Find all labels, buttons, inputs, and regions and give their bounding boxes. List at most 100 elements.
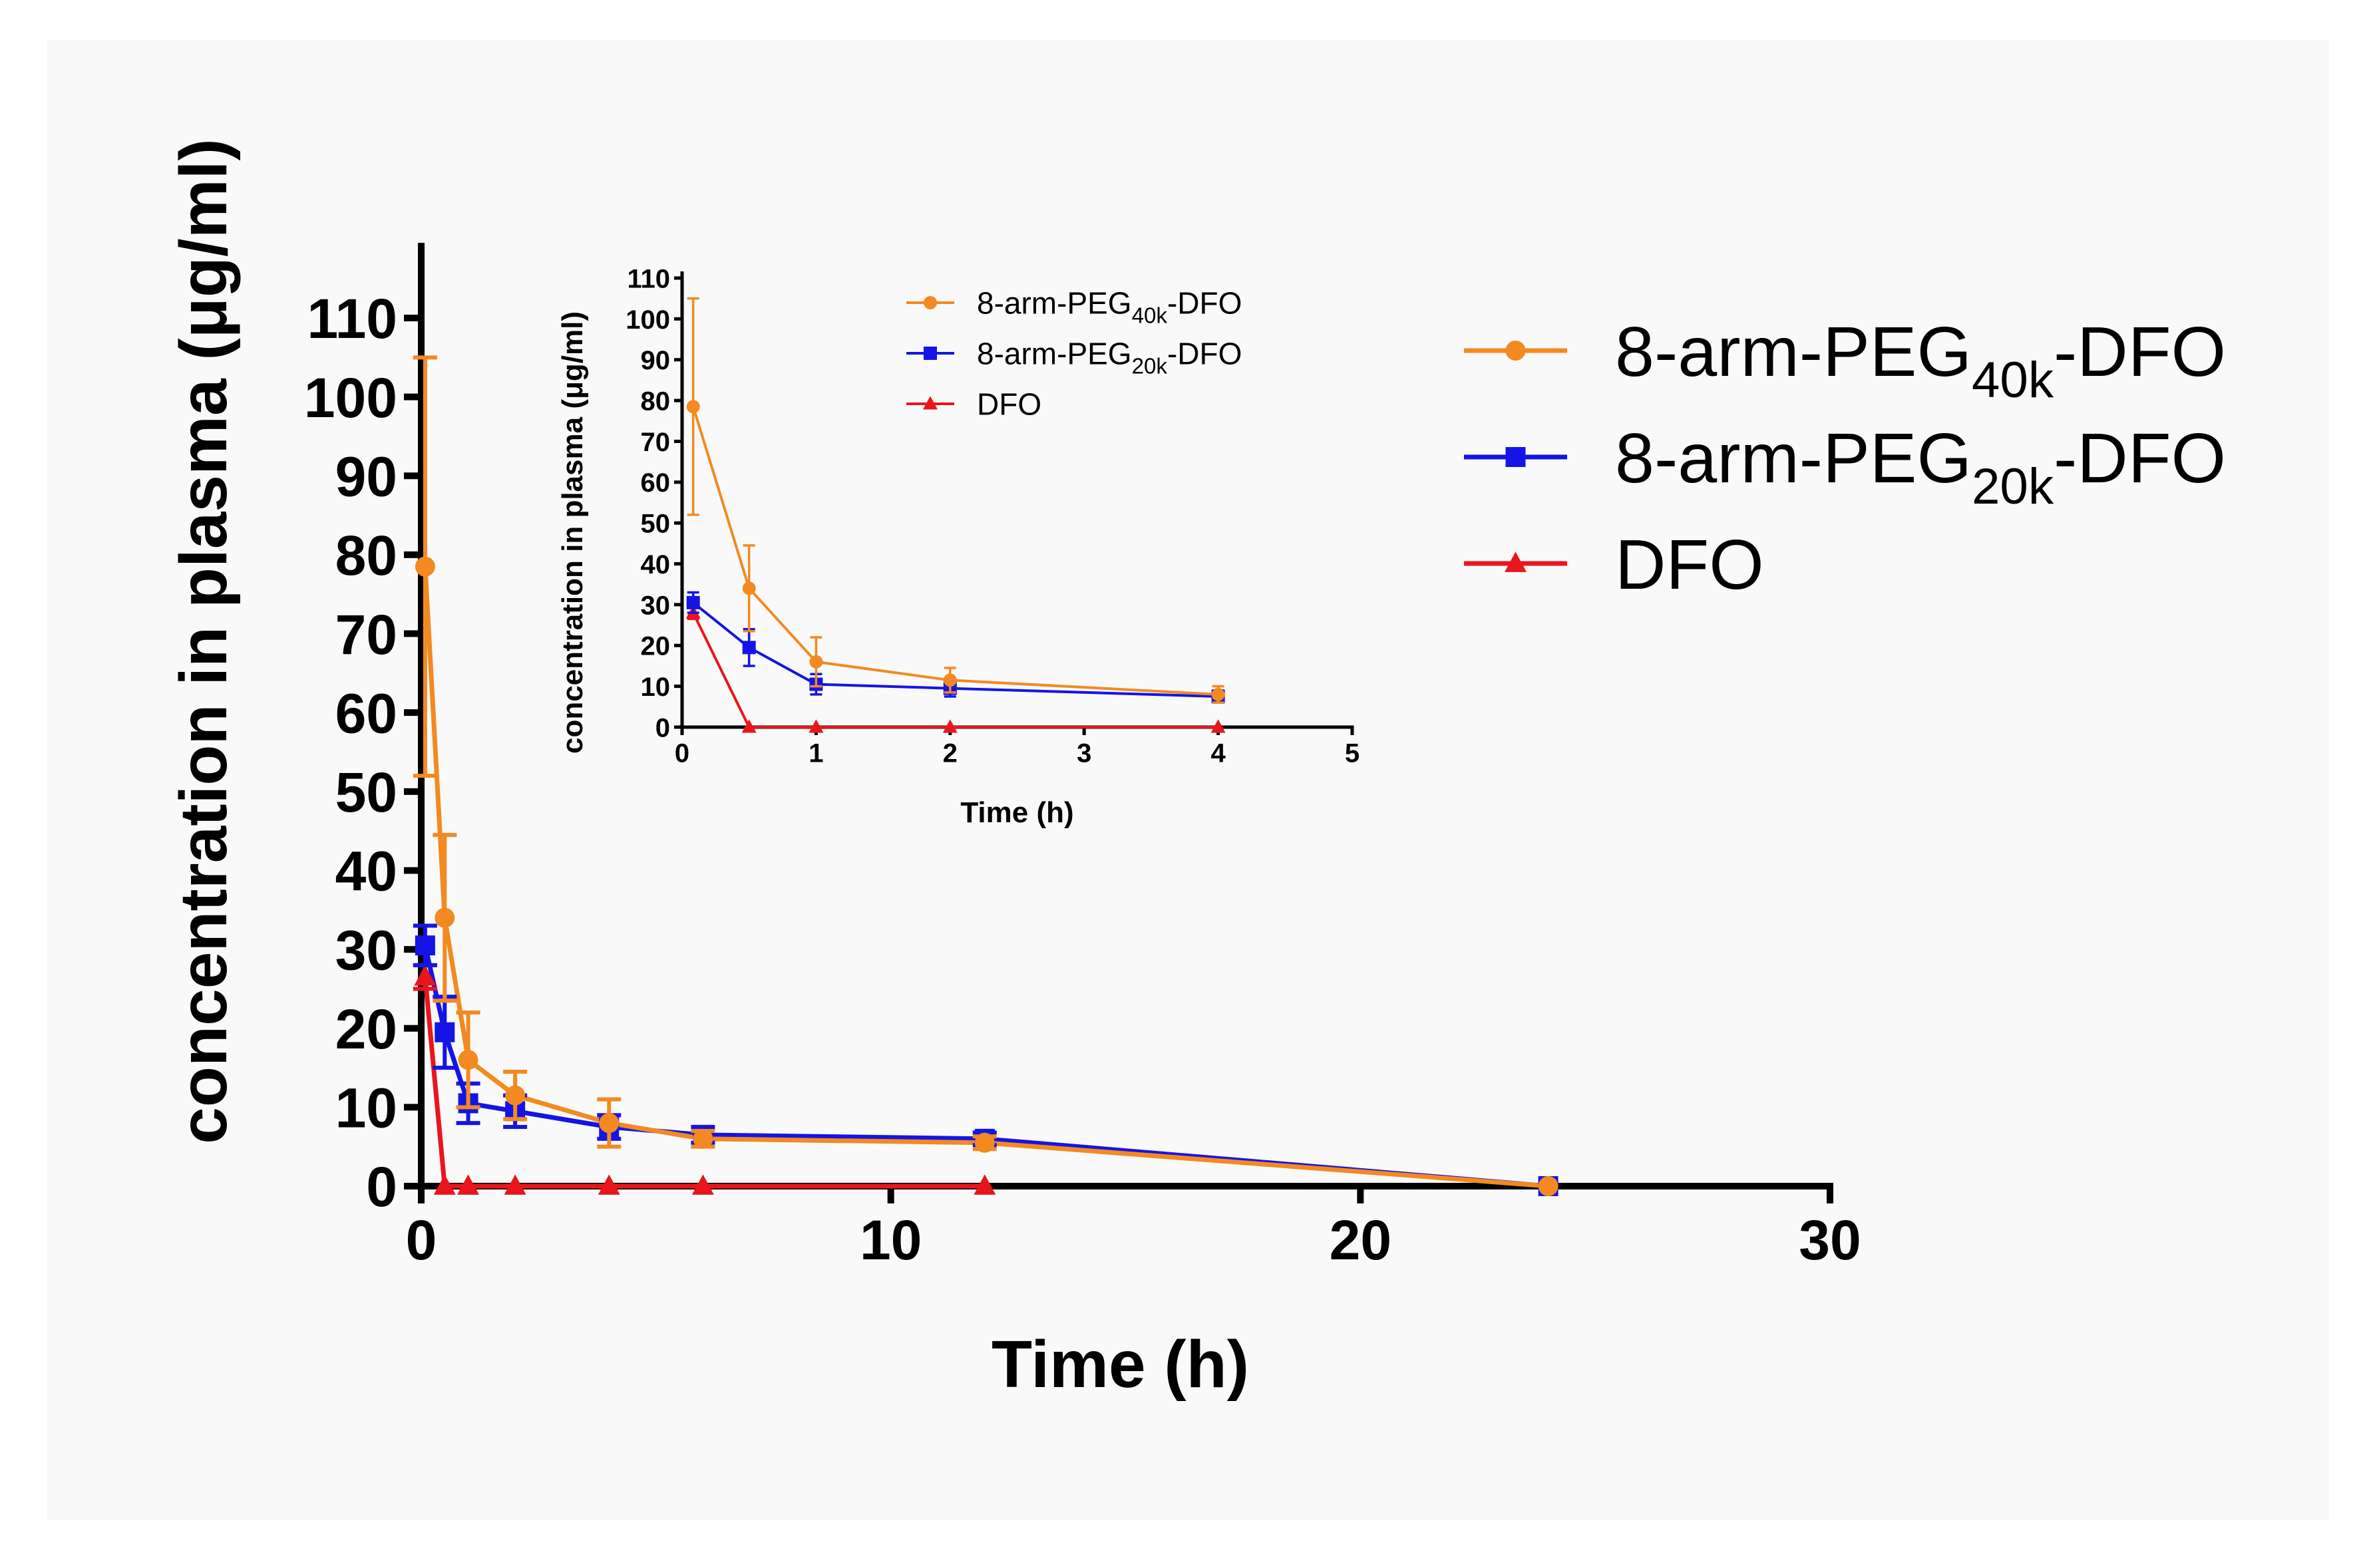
legend-marker (1505, 447, 1526, 467)
peg40k-data-point (974, 1132, 995, 1153)
x-axis-title: Time (h) (992, 1327, 1249, 1402)
dfo-data-point (1210, 719, 1226, 733)
y-tick-label: 20 (641, 632, 671, 661)
y-tick-label: 80 (335, 524, 397, 587)
dfo-data-point (504, 1174, 526, 1195)
x-tick-label: 0 (675, 738, 689, 768)
dfo-data-point (942, 719, 958, 733)
peg40k-data-point (415, 556, 435, 577)
legend-label-main: 8-arm-PEG (977, 337, 1132, 371)
peg40k-data-point (505, 1085, 526, 1106)
y-tick-label: 80 (641, 387, 671, 416)
peg40k-data-point (1538, 1176, 1558, 1196)
legend-label-subscript: 40k (1132, 303, 1168, 328)
y-tick-label: 0 (366, 1156, 397, 1218)
legend-entry-peg20k: 8-arm-PEG20k-DFO (1464, 419, 2226, 515)
inset-chart: 0 10 20 30 40 50 60 70 80 90 100 110 0 1 2 3 4 5 Time (h) c… (556, 264, 1360, 829)
y-tick-label: 30 (335, 919, 397, 981)
peg20k-series-line (423, 945, 1548, 1189)
legend-label-subscript: 20k (1972, 458, 2054, 515)
legend-entry-dfo: DFO (1464, 526, 1764, 604)
legend-marker (924, 296, 937, 309)
dfo-data-point (414, 965, 437, 986)
legend-label: 8-arm-PEG20k-DFO (977, 337, 1242, 379)
y-tick-label: 90 (335, 446, 397, 508)
y-tick-label: 10 (335, 1077, 397, 1140)
legend-entry-dfo: DFO (906, 387, 1041, 422)
x-tick-label: 20 (1330, 1209, 1391, 1271)
legend-label-main: DFO (977, 387, 1041, 422)
x-tick-label: 2 (943, 738, 958, 768)
x-tick-label: 3 (1077, 738, 1091, 768)
y-tick-label: 10 (641, 673, 671, 702)
y-axis-title: concentration in plasma (μg/ml) (556, 311, 589, 754)
legend-marker (1505, 341, 1526, 361)
legend-label-main: DFO (1615, 526, 1764, 604)
dfo-data-point (741, 719, 757, 733)
dfo-data-point (974, 1174, 996, 1195)
y-tick-label: 0 (655, 713, 670, 742)
y-tick-label: 100 (304, 367, 397, 429)
legend-label-subscript: 40k (1972, 352, 2054, 408)
y-tick-label: 50 (335, 761, 397, 824)
x-tick-label: 4 (1210, 738, 1226, 768)
peg40k-data-point (943, 673, 957, 687)
legend-marker (923, 396, 938, 410)
dfo-data-point (598, 1174, 620, 1195)
dfo-data-point (457, 1174, 480, 1195)
peg40k-data-point (435, 907, 455, 928)
legend-marker (924, 347, 937, 360)
legend-label: DFO (1615, 526, 1764, 604)
y-tick-label: 100 (626, 305, 670, 335)
legend-label-tail: -DFO (2054, 419, 2226, 498)
x-tick-label: 5 (1345, 738, 1360, 768)
y-tick-label: 70 (641, 428, 671, 457)
legend-entry-peg40k: 8-arm-PEG40k-DFO (906, 286, 1242, 329)
y-tick-label: 110 (307, 287, 397, 350)
peg40k-data-point (742, 581, 756, 595)
legend-entry-peg20k: 8-arm-PEG20k-DFO (906, 337, 1242, 379)
x-tick-label: 30 (1799, 1209, 1861, 1271)
legend-label-main: 8-arm-PEG (977, 286, 1132, 321)
peg40k-data-point (809, 655, 823, 669)
peg20k-data-point (435, 1022, 455, 1042)
y-tick-label: 60 (641, 468, 671, 498)
peg40k-data-point (1211, 687, 1225, 701)
legend-label: 8-arm-PEG40k-DFO (1615, 313, 2226, 408)
y-axis-title: concentration in plasma (μg/ml) (166, 138, 241, 1144)
y-tick-label: 40 (641, 550, 671, 579)
peg40k-data-point (458, 1050, 478, 1070)
legend-label: 8-arm-PEG40k-DFO (977, 286, 1242, 329)
peg40k-data-point (693, 1128, 713, 1149)
y-tick-label: 40 (335, 840, 397, 903)
peg20k-data-point (415, 935, 435, 956)
legend-label-tail: -DFO (2054, 313, 2226, 391)
peg40k-data-point (599, 1113, 620, 1134)
legend-label-subscript: 20k (1132, 354, 1168, 379)
dfo-data-point (691, 1174, 714, 1195)
y-tick-label: 110 (627, 264, 670, 293)
legend-label-tail: -DFO (1167, 286, 1242, 321)
dfo-data-point (809, 719, 824, 733)
x-tick-label: 1 (809, 738, 823, 768)
x-tick-label: 10 (860, 1209, 922, 1271)
peg40k-series-line (423, 566, 1548, 1189)
peg20k-data-point (742, 641, 756, 655)
dfo-data-point (433, 1174, 456, 1195)
x-axis-title: Time (h) (960, 796, 1073, 829)
legend-label-main: 8-arm-PEG (1615, 313, 1972, 391)
y-tick-label: 50 (641, 510, 671, 539)
y-tick-label: 20 (335, 998, 397, 1060)
legend-label: DFO (977, 387, 1041, 422)
y-tick-label: 30 (641, 591, 671, 620)
legend-entry-peg40k: 8-arm-PEG40k-DFO (1464, 313, 2226, 408)
y-tick-label: 70 (335, 603, 397, 666)
legend-marker (1505, 551, 1527, 572)
peg20k-data-point (686, 595, 700, 609)
peg40k-data-point (686, 400, 700, 414)
legend-label-main: 8-arm-PEG (1615, 419, 1972, 498)
y-tick-label: 60 (335, 682, 397, 744)
figure-background (47, 40, 2329, 1520)
